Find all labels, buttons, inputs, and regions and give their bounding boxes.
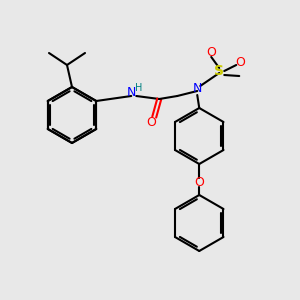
Text: N: N: [193, 82, 202, 95]
Text: S: S: [214, 64, 224, 78]
Text: O: O: [194, 176, 204, 190]
Text: N: N: [127, 86, 136, 100]
Text: O: O: [146, 116, 156, 128]
Text: O: O: [206, 46, 216, 59]
Text: H: H: [135, 83, 142, 93]
Text: O: O: [235, 56, 245, 68]
